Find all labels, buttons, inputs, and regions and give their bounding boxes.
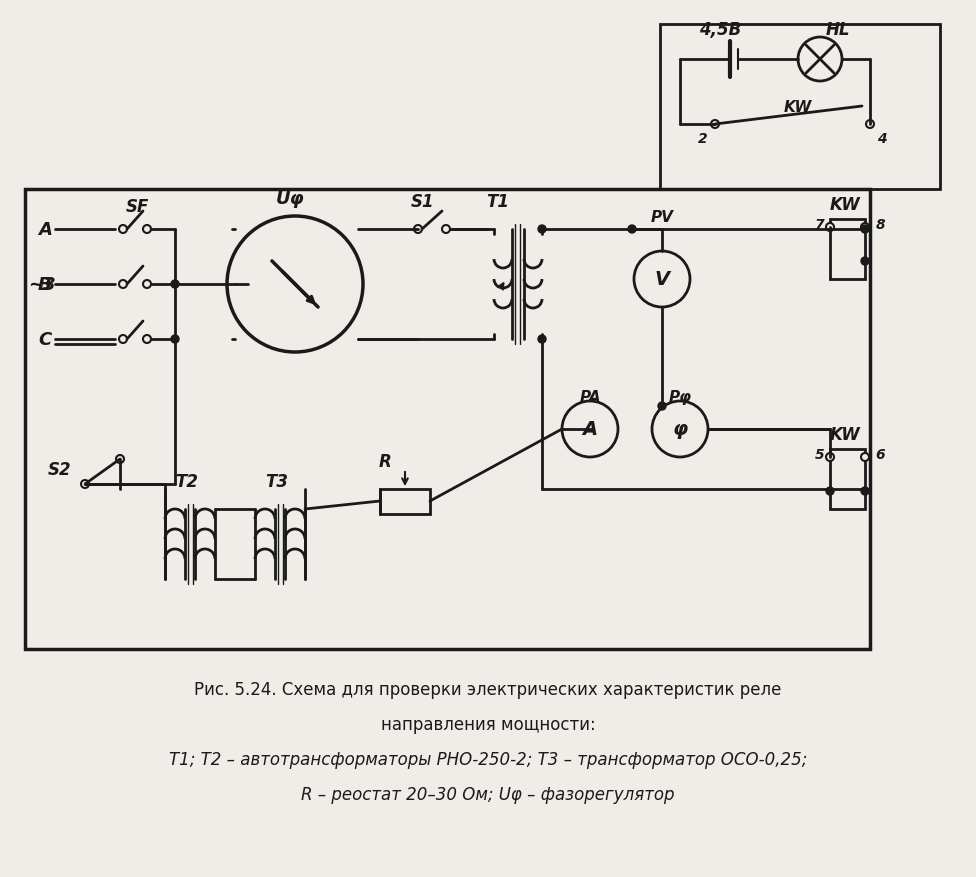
Bar <box>380 489 430 515</box>
Circle shape <box>143 336 151 344</box>
Circle shape <box>866 121 874 129</box>
Text: KW: KW <box>784 99 812 114</box>
Text: C: C <box>38 331 52 348</box>
Circle shape <box>826 453 834 461</box>
Circle shape <box>119 225 127 234</box>
Bar <box>660 25 940 189</box>
Text: 5: 5 <box>815 447 825 461</box>
Circle shape <box>171 336 179 344</box>
Text: A: A <box>583 420 597 439</box>
Text: T2: T2 <box>176 473 198 490</box>
Text: KW: KW <box>830 196 861 214</box>
Text: V: V <box>655 270 670 289</box>
Text: B: B <box>38 275 52 294</box>
Circle shape <box>658 403 666 410</box>
Circle shape <box>861 225 869 234</box>
Circle shape <box>861 453 869 461</box>
Circle shape <box>119 281 127 289</box>
Circle shape <box>81 481 89 488</box>
Circle shape <box>861 258 869 266</box>
Text: Uφ: Uφ <box>275 189 305 208</box>
Text: 8: 8 <box>875 217 885 232</box>
Circle shape <box>171 281 179 289</box>
Text: HL: HL <box>826 21 850 39</box>
Text: Т1; Т2 – автотрансформаторы РНО-250-2; Т3 – трансформатор ОСО-0,25;: Т1; Т2 – автотрансформаторы РНО-250-2; Т… <box>169 750 807 768</box>
Circle shape <box>538 225 546 234</box>
Text: T3: T3 <box>265 473 289 490</box>
Text: SF: SF <box>125 198 148 216</box>
Text: 2: 2 <box>698 132 708 146</box>
Circle shape <box>711 121 719 129</box>
Text: Рис. 5.24. Схема для проверки электрических характеристик реле: Рис. 5.24. Схема для проверки электричес… <box>194 681 782 698</box>
Circle shape <box>861 224 869 232</box>
Bar <box>25 189 870 649</box>
Text: φ: φ <box>672 420 688 439</box>
Circle shape <box>442 225 450 234</box>
Text: PV: PV <box>651 210 673 225</box>
Text: R: R <box>379 453 391 470</box>
Text: 6: 6 <box>875 447 885 461</box>
Circle shape <box>538 336 546 344</box>
Circle shape <box>143 281 151 289</box>
Text: R – реостат 20–30 Ом; Uφ – фазорегулятор: R – реостат 20–30 Ом; Uφ – фазорегулятор <box>302 785 674 803</box>
Text: 7: 7 <box>815 217 825 232</box>
Text: T1: T1 <box>486 193 509 210</box>
Text: PA: PA <box>579 390 601 405</box>
Text: направления мощности:: направления мощности: <box>381 715 595 733</box>
Circle shape <box>826 488 834 496</box>
Circle shape <box>628 225 636 234</box>
Circle shape <box>116 455 124 463</box>
Text: 4: 4 <box>877 132 887 146</box>
Text: Рφ: Рφ <box>669 390 692 405</box>
Circle shape <box>119 336 127 344</box>
Text: 4,5В: 4,5В <box>699 21 741 39</box>
Bar <box>830 450 865 510</box>
Bar <box>830 220 865 280</box>
Circle shape <box>143 225 151 234</box>
Circle shape <box>826 224 834 232</box>
Text: KW: KW <box>830 425 861 444</box>
Text: A: A <box>38 221 52 239</box>
Text: S2: S2 <box>48 460 72 479</box>
Text: S1: S1 <box>411 193 435 210</box>
Circle shape <box>414 225 422 234</box>
Text: ~3: ~3 <box>28 275 56 294</box>
Circle shape <box>861 488 869 496</box>
